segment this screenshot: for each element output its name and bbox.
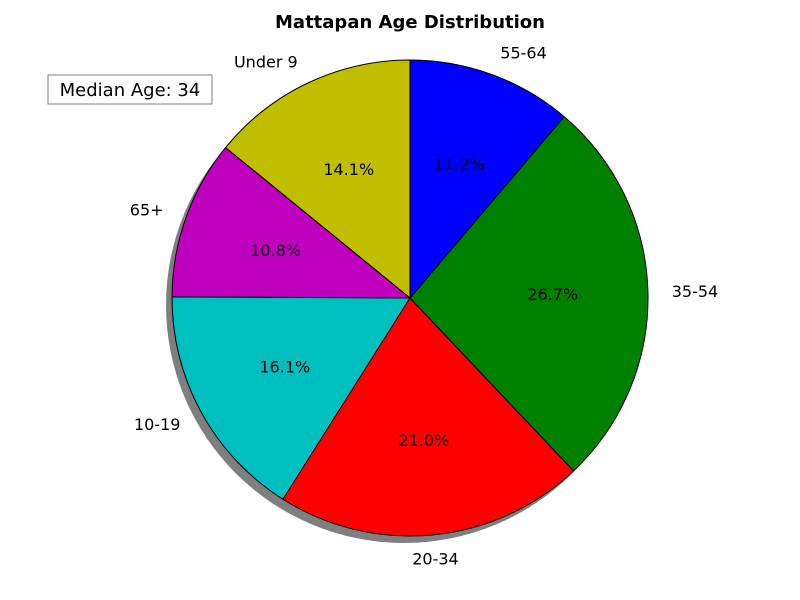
pie-slice-65 [171,147,411,299]
chart-title: Mattapan Age Distribution [275,12,545,33]
slice-percent-under-9: 14.1% [323,160,374,179]
annotation-text: Median Age: 34 [60,80,201,101]
slice-percent-55-64: 11.2% [434,155,485,174]
pie-slice-35-54 [409,116,649,472]
pie-slice-10-19 [171,296,411,500]
pie-slices [171,59,649,537]
pie-slice-under-9 [225,59,411,299]
slice-label-20-34: 20-34 [412,550,459,569]
pie-labels: Under 9 14.1% 65+ 10.8% 10-19 16.1% 20-34 21.0%… [130,43,718,568]
slice-percent-10-19: 16.1% [259,358,310,377]
slice-label-55-64: 55-64 [500,43,547,62]
slice-percent-20-34: 21.0% [398,431,449,450]
slice-label-under-9: Under 9 [234,53,298,72]
slice-label-65: 65+ [130,201,164,220]
pie-slice-20-34 [282,297,575,537]
slice-label-10-19: 10-19 [134,415,181,434]
annotation-box [47,74,213,105]
pie-slice-55-64 [409,59,565,299]
slice-label-35-54: 35-54 [672,282,719,301]
slice-percent-65: 10.8% [250,241,301,260]
slice-percent-35-54: 26.7% [527,285,578,304]
median-age-annotation: Median Age: 34 [47,74,213,105]
